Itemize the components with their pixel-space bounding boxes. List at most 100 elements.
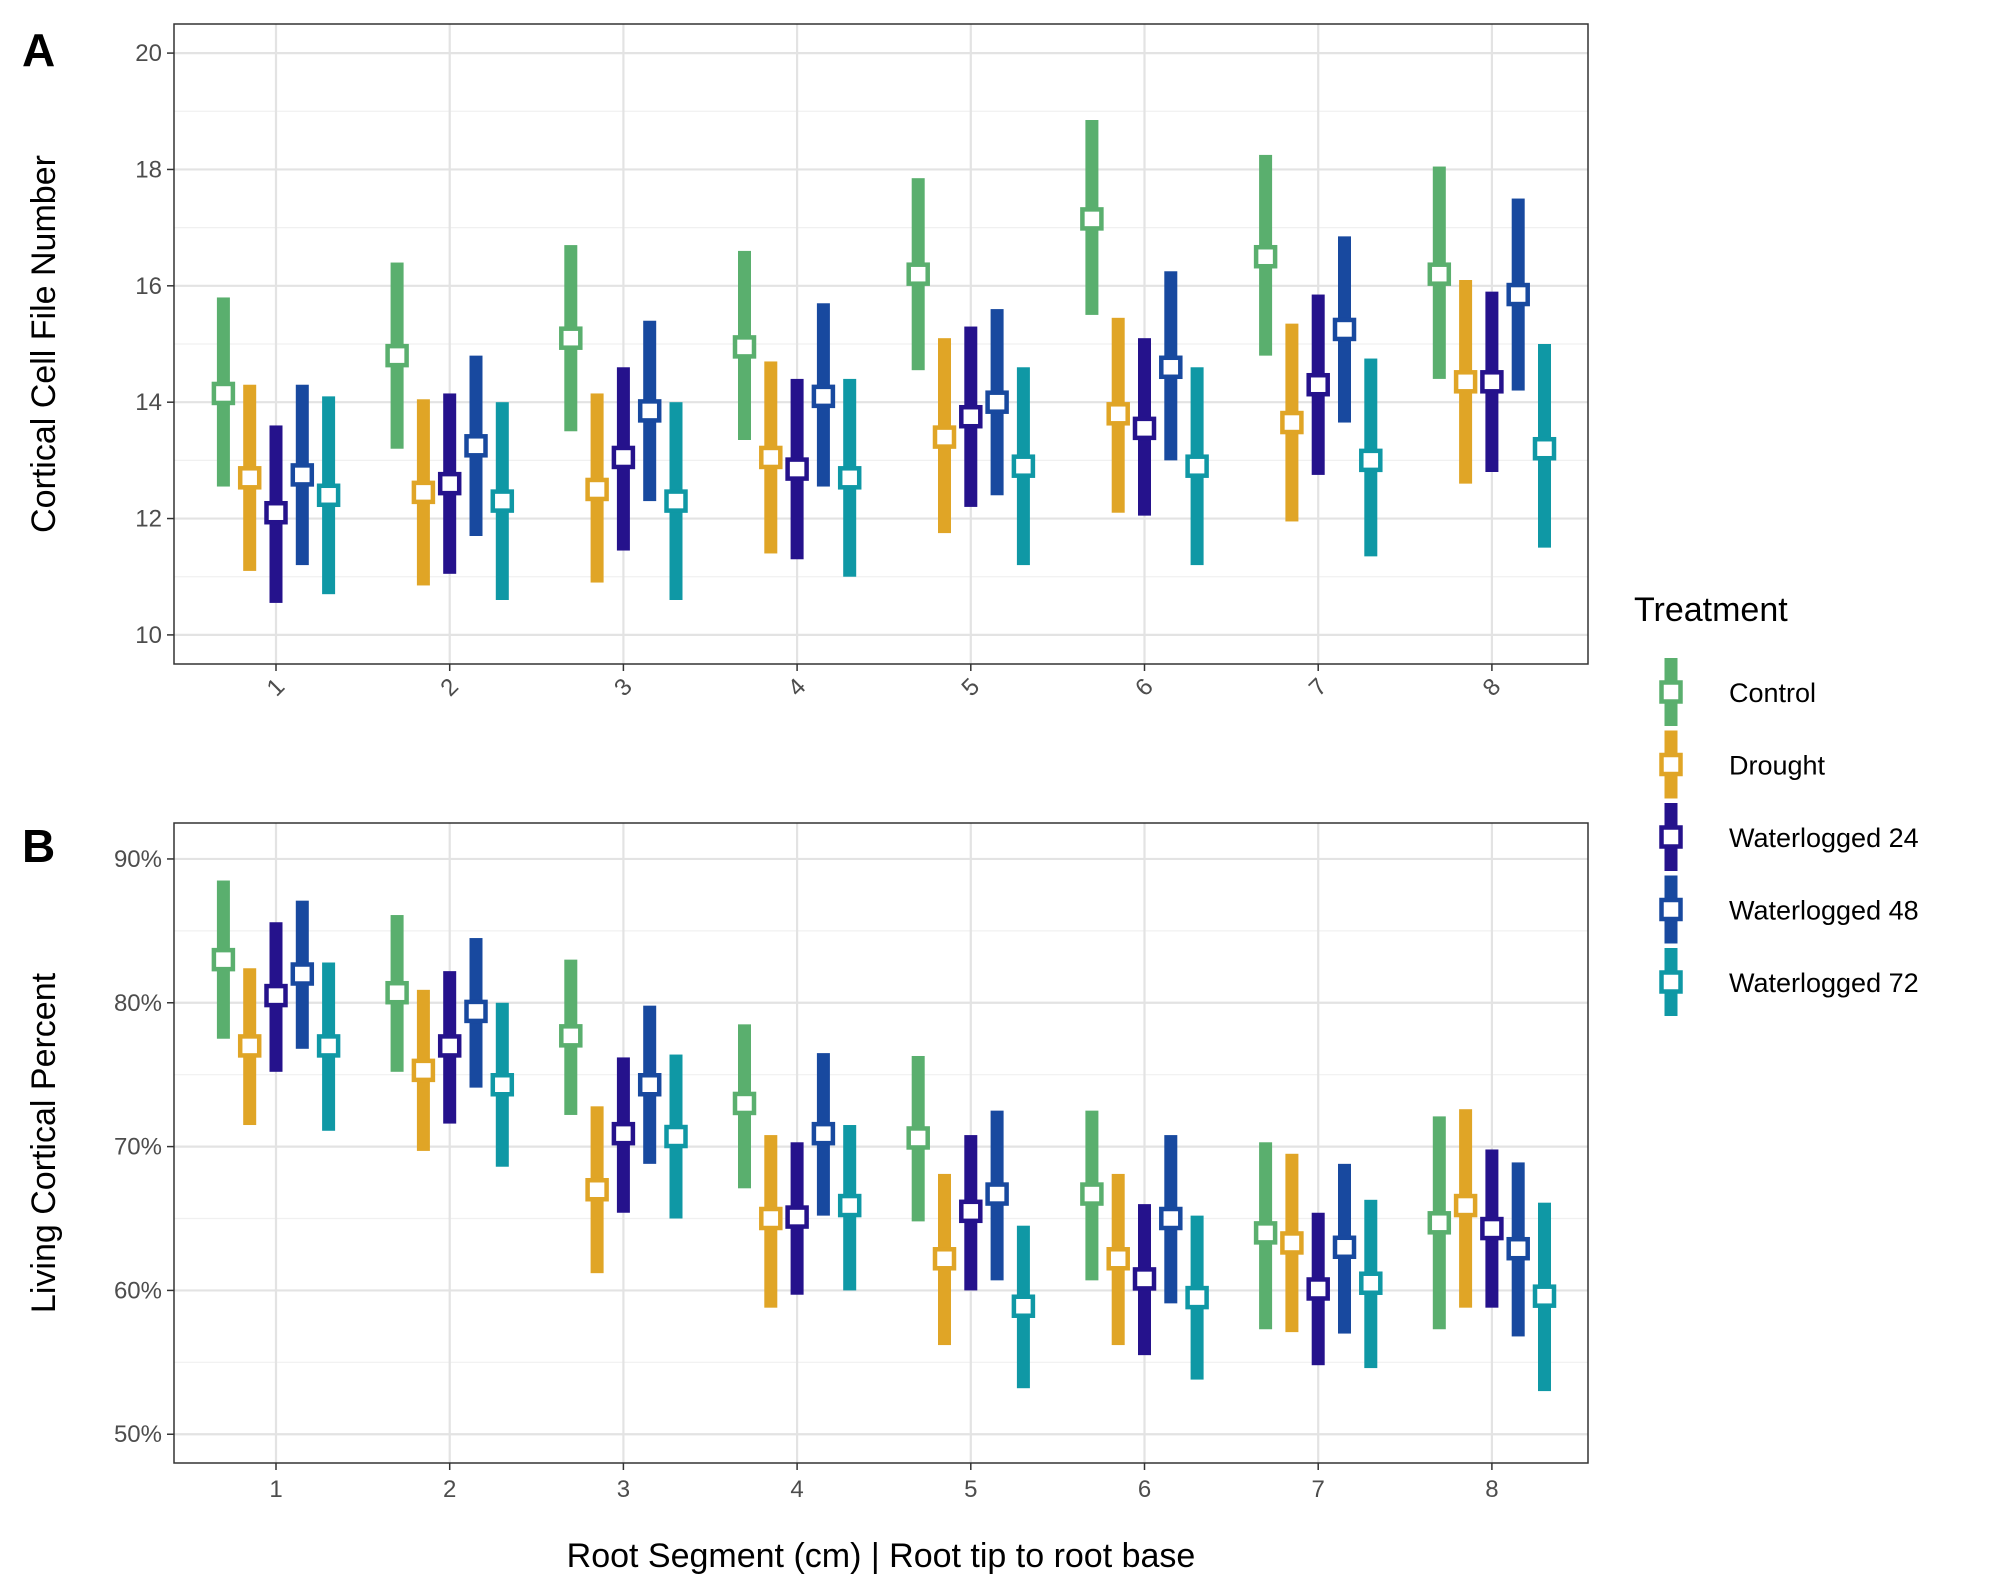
mean-point-control: [732, 335, 757, 359]
legend-label-waterlogged-48: Waterlogged 48: [1729, 896, 1919, 926]
mean-point-waterlogged-24: [437, 471, 462, 496]
legend-items: Control Drought Waterlogged 24 Waterlogged …: [1659, 658, 1919, 1016]
mean-point-waterlogged-24: [1306, 372, 1330, 397]
mean-point-waterlogged-24: [959, 1199, 983, 1224]
mean-point-control: [559, 326, 583, 350]
mean-point-control: [732, 1091, 757, 1116]
x-tick-label: 4: [790, 1476, 803, 1503]
mean-point-waterlogged-72: [1011, 1294, 1036, 1318]
mean-point-waterlogged-72: [1185, 1285, 1209, 1310]
mean-point-waterlogged-24: [785, 1205, 809, 1229]
mean-point-control: [559, 1024, 583, 1048]
y-tick-label: 16: [135, 273, 162, 300]
mean-point-waterlogged-48: [464, 999, 488, 1024]
mean-point-waterlogged-72: [490, 489, 515, 513]
mean-point-waterlogged-48: [290, 463, 315, 487]
mean-point-waterlogged-48: [1159, 1206, 1183, 1231]
legend-key-point-waterlogged-24: [1659, 825, 1683, 849]
panel-b-plot-border: [173, 822, 1589, 1464]
mean-point-waterlogged-24: [611, 445, 636, 470]
y-tick-label: 10: [135, 622, 162, 649]
mean-point-waterlogged-48: [637, 399, 662, 423]
legend-label-waterlogged-72: Waterlogged 72: [1729, 968, 1919, 998]
mean-point-waterlogged-24: [785, 457, 809, 481]
mean-point-waterlogged-72: [1011, 454, 1036, 478]
mean-point-waterlogged-48: [1332, 317, 1357, 342]
mean-point-waterlogged-72: [490, 1073, 515, 1097]
mean-point-control: [906, 262, 930, 286]
mean-point-waterlogged-48: [1332, 1235, 1357, 1260]
mean-point-waterlogged-48: [637, 1073, 662, 1097]
mean-point-waterlogged-24: [1480, 1216, 1504, 1241]
mean-point-drought: [585, 477, 609, 502]
legend: Treatment Control Drought Waterlogged 24 Wa…: [1634, 591, 1919, 1016]
mean-point-waterlogged-24: [264, 500, 288, 525]
mean-point-waterlogged-48: [290, 962, 315, 986]
mean-point-waterlogged-48: [1506, 1236, 1530, 1261]
x-tick-label: 2: [443, 1476, 456, 1503]
mean-point-waterlogged-24: [1480, 370, 1504, 394]
mean-point-waterlogged-72: [1532, 436, 1557, 461]
legend-key-point-control: [1659, 680, 1683, 704]
mean-point-waterlogged-72: [316, 483, 341, 508]
legend-title: Treatment: [1634, 591, 1788, 629]
mean-point-control: [385, 343, 409, 368]
x-tick-label: 6: [1138, 1476, 1151, 1503]
panel-a-plot-border: [173, 23, 1589, 665]
mean-point-drought: [759, 445, 783, 470]
y-tick-label: 70%: [114, 1134, 162, 1161]
mean-point-waterlogged-24: [264, 983, 288, 1008]
y-tick-label: 80%: [114, 990, 162, 1017]
panel-b-grid: [174, 823, 1588, 1463]
panel-b-y-axis: 50% 60% 70% 80% 90%: [114, 846, 174, 1448]
mean-point-waterlogged-48: [811, 1121, 836, 1146]
mean-point-drought: [1453, 370, 1478, 394]
mean-point-waterlogged-48: [985, 1182, 1009, 1206]
legend-label-control: Control: [1729, 678, 1816, 708]
mean-point-drought: [1280, 410, 1304, 435]
panel-a-y-axis: 10 12 14 16 18 20: [135, 40, 174, 649]
mean-point-drought: [1453, 1193, 1478, 1218]
mean-point-control: [385, 980, 409, 1005]
mean-point-waterlogged-72: [1532, 1284, 1557, 1308]
mean-point-control: [211, 947, 236, 972]
mean-point-waterlogged-48: [464, 434, 488, 458]
legend-key-point-drought: [1659, 752, 1683, 777]
panel-a-marks: [211, 120, 1557, 603]
legend-label-drought: Drought: [1729, 751, 1826, 781]
y-tick-label: 50%: [114, 1421, 162, 1448]
mean-point-waterlogged-24: [1306, 1277, 1330, 1301]
x-tick-label: 3: [617, 1476, 630, 1503]
mean-point-waterlogged-24: [611, 1121, 636, 1146]
panel-a-tag: A: [22, 24, 55, 76]
mean-point-drought: [1280, 1231, 1304, 1255]
mean-point-control: [1253, 244, 1278, 269]
mean-point-control: [1427, 1211, 1452, 1235]
mean-point-waterlogged-24: [1132, 416, 1157, 441]
mean-point-drought: [411, 1058, 436, 1083]
x-tick-label: 8: [1485, 1476, 1498, 1503]
legend-key-point-waterlogged-48: [1659, 897, 1683, 922]
mean-point-drought: [1106, 402, 1130, 426]
mean-point-waterlogged-72: [664, 1124, 688, 1149]
y-tick-label: 90%: [114, 846, 162, 873]
mean-point-drought: [237, 466, 262, 490]
mean-point-drought: [411, 480, 436, 505]
legend-key-point-waterlogged-72: [1659, 970, 1683, 994]
mean-point-waterlogged-48: [1506, 282, 1530, 307]
mean-point-waterlogged-24: [959, 404, 983, 429]
mean-point-control: [906, 1126, 930, 1150]
mean-point-drought: [932, 425, 957, 449]
panel-b-x-axis-title: Root Segment (cm) | Root tip to root bas…: [567, 1537, 1196, 1575]
panel-b-marks: [211, 880, 1557, 1392]
panel-b-x-axis: 1 2 3 4 5 6 7 8: [269, 1463, 1499, 1503]
y-tick-label: 20: [135, 40, 162, 67]
mean-point-waterlogged-24: [437, 1034, 462, 1058]
mean-point-drought: [585, 1177, 609, 1202]
panel-b-tag: B: [22, 820, 55, 872]
mean-point-drought: [759, 1206, 783, 1231]
panel-b: B 50% 60% 70% 80% 90% 1 2 3 4 5 6 7 8 Living Cortic…: [22, 820, 1589, 1575]
mean-point-waterlogged-24: [1132, 1267, 1157, 1291]
panel-b-plot-background: [174, 823, 1588, 1463]
